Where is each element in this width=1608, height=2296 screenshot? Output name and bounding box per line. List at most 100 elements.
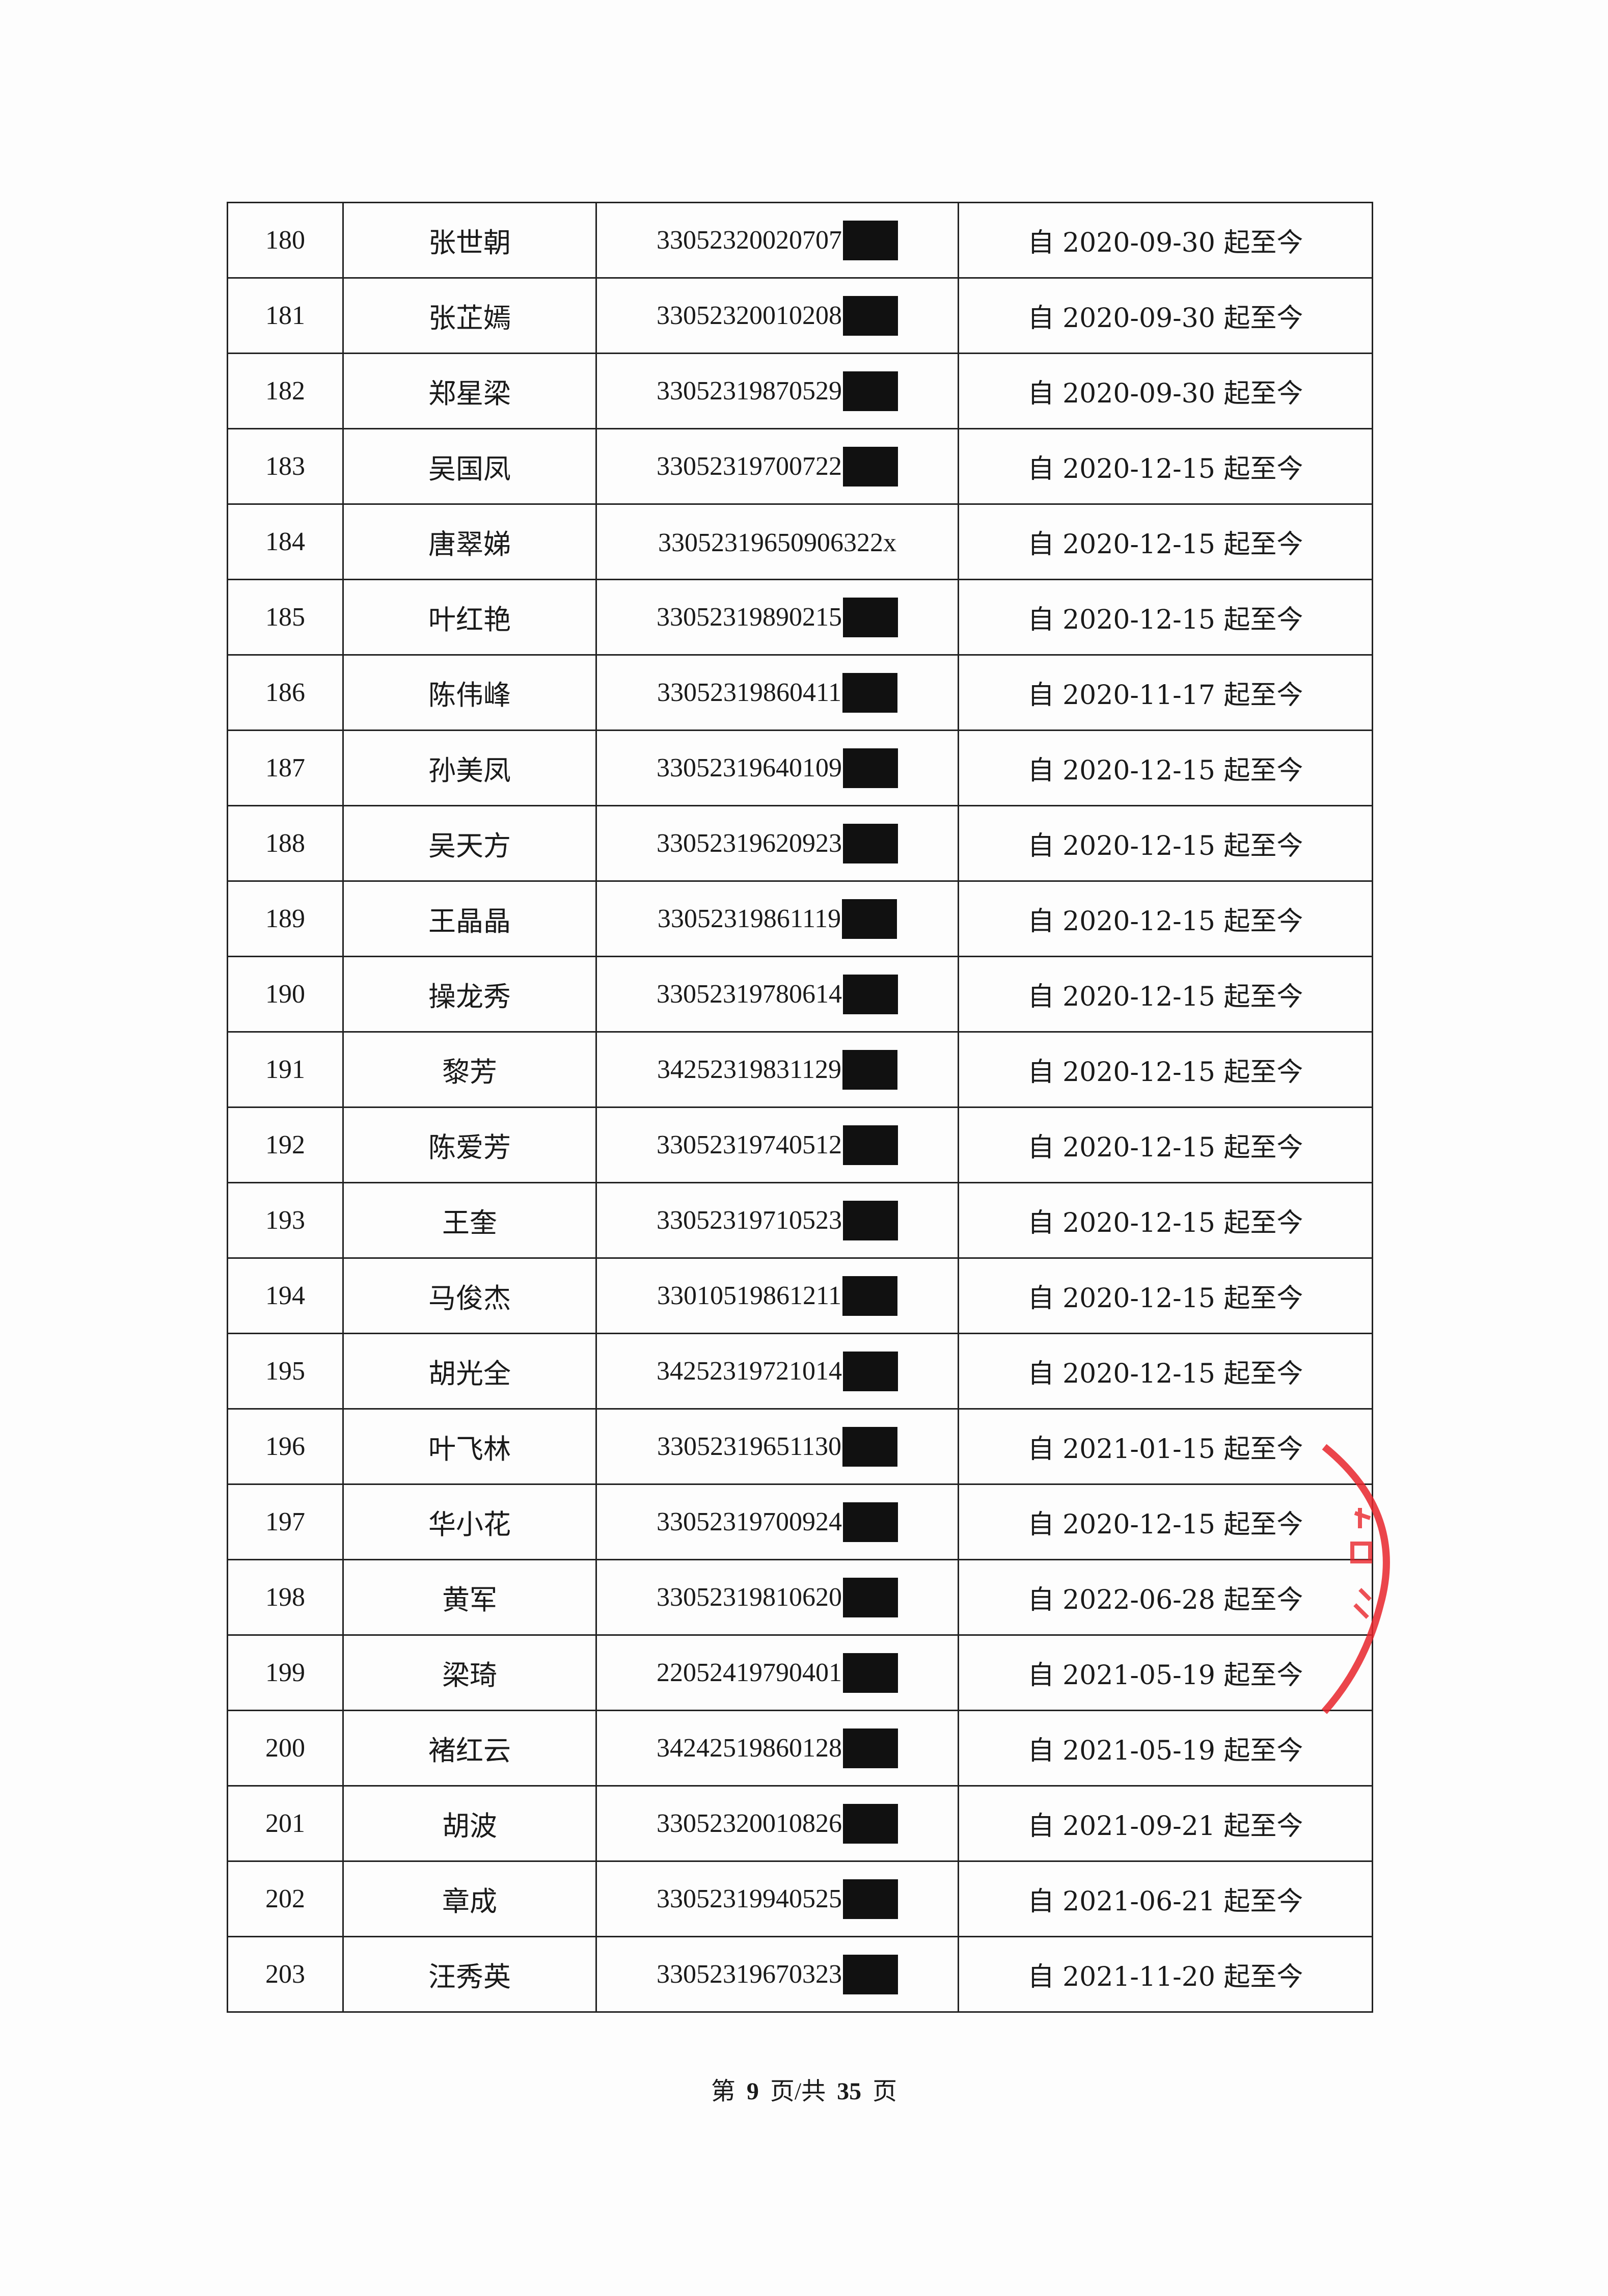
id-number: 33052320010208 bbox=[657, 301, 842, 330]
person-name: 章成 bbox=[342, 1860, 597, 1937]
person-name: 黎芳 bbox=[342, 1031, 597, 1108]
row-number: 203 bbox=[227, 1936, 344, 2013]
person-name: 黄军 bbox=[342, 1559, 597, 1636]
row-number: 193 bbox=[227, 1182, 344, 1259]
redaction-block bbox=[842, 1049, 898, 1090]
period: 自 2020-12-15 起至今 bbox=[958, 1257, 1373, 1334]
table-row: 194 马俊杰 33010519861211 自 2020-12-15 起至今 bbox=[227, 1257, 1373, 1334]
period: 自 2020-12-15 起至今 bbox=[958, 503, 1373, 580]
row-number: 195 bbox=[227, 1333, 344, 1410]
person-name: 孙美凤 bbox=[342, 730, 597, 806]
period: 自 2020-11-17 起至今 bbox=[958, 654, 1373, 731]
table-row: 190 操龙秀 33052319780614 自 2020-12-15 起至今 bbox=[227, 956, 1373, 1033]
redaction-block bbox=[843, 1577, 898, 1617]
person-name: 褚红云 bbox=[342, 1710, 597, 1787]
person-name: 梁琦 bbox=[342, 1634, 597, 1711]
id-number-cell: 33052319620923 bbox=[595, 805, 959, 882]
id-number: 33052319710523 bbox=[657, 1206, 842, 1235]
person-name: 王晶晶 bbox=[342, 880, 597, 957]
person-name: 叶红艳 bbox=[342, 579, 597, 656]
person-name: 唐翠娣 bbox=[342, 503, 597, 580]
period: 自 2021-05-19 起至今 bbox=[958, 1710, 1373, 1787]
id-number-cell: 33052319640109 bbox=[595, 730, 959, 806]
id-number: 33052319640109 bbox=[657, 753, 842, 782]
table-row: 186 陈伟峰 33052319860411 自 2020-11-17 起至今 bbox=[227, 654, 1373, 731]
row-number: 184 bbox=[227, 503, 344, 580]
row-number: 202 bbox=[227, 1860, 344, 1937]
id-number-cell: 33052319700722 bbox=[595, 428, 959, 505]
period: 自 2020-09-30 起至今 bbox=[958, 202, 1373, 279]
table-row: 200 褚红云 34242519860128 自 2021-05-19 起至今 bbox=[227, 1710, 1373, 1787]
id-number: 33052319870529 bbox=[657, 376, 842, 406]
id-number-cell: 33052319670323 bbox=[595, 1936, 959, 2013]
footer-suffix: 页 bbox=[873, 2078, 897, 2105]
person-name: 马俊杰 bbox=[342, 1257, 597, 1334]
row-number: 181 bbox=[227, 277, 344, 354]
table-row: 199 梁琦 22052419790401 自 2021-05-19 起至今 bbox=[227, 1634, 1373, 1711]
id-number-cell: 22052419790401 bbox=[595, 1634, 959, 1711]
id-number-cell: 33052319740512 bbox=[595, 1106, 959, 1183]
id-number: 33052319861119 bbox=[657, 904, 841, 933]
redaction-block bbox=[843, 1653, 898, 1693]
id-number-cell: 34252319831129 bbox=[595, 1031, 959, 1108]
redaction-block bbox=[843, 295, 898, 336]
id-number-cell: 33052319870529 bbox=[595, 353, 959, 429]
id-number-cell: 33052319650906322x bbox=[595, 503, 959, 580]
id-number-cell: 33052319890215 bbox=[595, 579, 959, 656]
period: 自 2021-09-21 起至今 bbox=[958, 1785, 1373, 1862]
footer-prefix: 第 bbox=[711, 2078, 735, 2105]
id-number: 33052319940525 bbox=[657, 1884, 842, 1913]
table-row: 182 郑星梁 33052319870529 自 2020-09-30 起至今 bbox=[227, 353, 1373, 429]
id-number: 34252319721014 bbox=[657, 1357, 842, 1386]
id-number-cell: 33052319940525 bbox=[595, 1860, 959, 1937]
redaction-block bbox=[842, 1276, 898, 1316]
person-name: 郑星梁 bbox=[342, 353, 597, 429]
row-number: 201 bbox=[227, 1785, 344, 1862]
id-number-cell: 33010519861211 bbox=[595, 1257, 959, 1334]
period: 自 2021-05-19 起至今 bbox=[958, 1634, 1373, 1711]
id-number: 33052319780614 bbox=[657, 980, 842, 1009]
redaction-block bbox=[843, 446, 898, 487]
redaction-block bbox=[843, 974, 898, 1014]
row-number: 198 bbox=[227, 1559, 344, 1636]
person-name: 华小花 bbox=[342, 1483, 597, 1560]
table-row: 195 胡光全 34252319721014 自 2020-12-15 起至今 bbox=[227, 1333, 1373, 1410]
row-number: 197 bbox=[227, 1483, 344, 1560]
id-number-cell: 33052319710523 bbox=[595, 1182, 959, 1259]
row-number: 182 bbox=[227, 353, 344, 429]
person-name: 陈伟峰 bbox=[342, 654, 597, 731]
id-number-cell: 33052319861119 bbox=[595, 880, 959, 957]
period: 自 2020-12-15 起至今 bbox=[958, 956, 1373, 1033]
official-seal-stamp bbox=[1321, 1444, 1390, 1714]
id-number-cell: 33052319860411 bbox=[595, 654, 959, 731]
table-row: 203 汪秀英 33052319670323 自 2021-11-20 起至今 bbox=[227, 1936, 1373, 2013]
id-number-cell: 34242519860128 bbox=[595, 1710, 959, 1787]
redaction-block bbox=[843, 823, 898, 863]
person-name: 胡波 bbox=[342, 1785, 597, 1862]
seal-arc bbox=[1321, 1444, 1390, 1714]
id-number: 33052320010826 bbox=[657, 1809, 842, 1838]
period: 自 2020-12-15 起至今 bbox=[958, 805, 1373, 882]
period: 自 2020-12-15 起至今 bbox=[958, 1106, 1373, 1183]
row-number: 187 bbox=[227, 730, 344, 806]
id-number: 34242519860128 bbox=[657, 1734, 842, 1763]
table-row: 196 叶飞林 33052319651130 自 2021-01-15 起至今 bbox=[227, 1408, 1373, 1485]
period: 自 2020-12-15 起至今 bbox=[958, 1483, 1373, 1560]
period: 自 2020-09-30 起至今 bbox=[958, 277, 1373, 354]
period: 自 2021-01-15 起至今 bbox=[958, 1408, 1373, 1485]
table-row: 187 孙美凤 33052319640109 自 2020-12-15 起至今 bbox=[227, 730, 1373, 806]
id-number-cell: 34252319721014 bbox=[595, 1333, 959, 1410]
person-name: 操龙秀 bbox=[342, 956, 597, 1033]
row-number: 185 bbox=[227, 579, 344, 656]
person-name: 吴国凤 bbox=[342, 428, 597, 505]
person-name: 胡光全 bbox=[342, 1333, 597, 1410]
id-number-cell: 33052319700924 bbox=[595, 1483, 959, 1560]
id-number: 33052319700722 bbox=[657, 452, 842, 481]
id-number: 33052319670323 bbox=[657, 1960, 842, 1989]
id-number: 22052419790401 bbox=[657, 1658, 842, 1687]
id-number: 33052319700924 bbox=[657, 1507, 842, 1536]
period: 自 2020-12-15 起至今 bbox=[958, 880, 1373, 957]
period: 自 2020-12-15 起至今 bbox=[958, 1333, 1373, 1410]
current-page: 9 bbox=[746, 2078, 759, 2105]
